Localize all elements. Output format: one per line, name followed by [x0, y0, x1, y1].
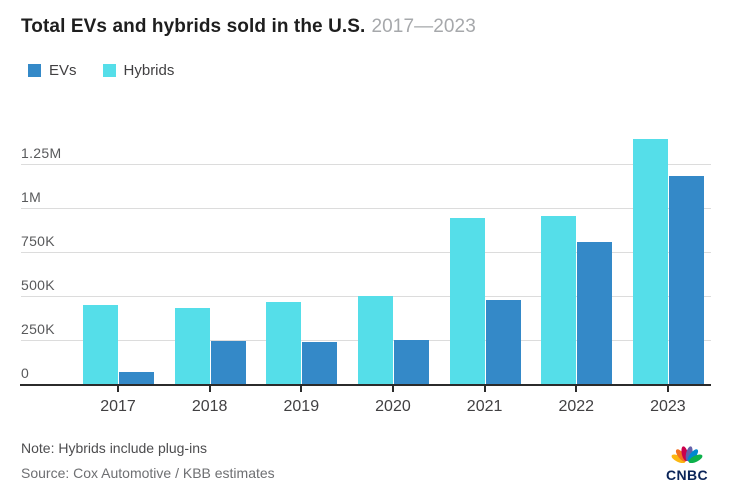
legend: EVs Hybrids: [28, 62, 174, 79]
cnbc-logo: CNBC: [662, 444, 712, 483]
legend-label-evs: EVs: [49, 62, 77, 79]
bar-hybrids-2021: [449, 217, 485, 385]
legend-item-evs: EVs: [28, 62, 77, 79]
bar-evs-2019: [302, 341, 338, 385]
x-tick-2020: [391, 386, 394, 392]
y-axis-label-750K: 750K: [21, 233, 55, 249]
y-axis-label-500K: 500K: [21, 277, 55, 293]
chart-header: Total EVs and hybrids sold in the U.S. 20…: [21, 16, 476, 38]
x-tick-2023: [666, 386, 669, 392]
y-axis-label-1.25M: 1.25M: [21, 145, 62, 161]
bar-hybrids-2023: [632, 138, 668, 385]
bar-hybrids-2019: [266, 302, 302, 385]
bar-evs-2017: [119, 371, 154, 385]
bar-evs-2020: [393, 340, 429, 385]
evs-color-swatch: [28, 64, 41, 77]
legend-label-hybrids: Hybrids: [123, 62, 175, 79]
hybrids-color-swatch: [102, 64, 116, 77]
bar-hybrids-2020: [357, 296, 393, 385]
bar-evs-2022: [577, 242, 613, 385]
y-axis-label-0: 0: [21, 365, 30, 381]
x-tick-2021: [483, 386, 486, 392]
gridline-750K: [21, 252, 711, 253]
chart-source: Source: Cox Automotive / KBB estimates: [21, 465, 275, 481]
cnbc-peacock-icon: [670, 446, 704, 467]
x-axis-label-2017: 2017: [100, 398, 136, 415]
legend-item-hybrids: Hybrids: [102, 62, 175, 79]
bar-hybrids-2018: [174, 307, 210, 385]
bar-hybrids-2022: [541, 216, 577, 385]
x-axis-label-2023: 2023: [650, 398, 686, 415]
bar-hybrids-2017: [83, 304, 118, 385]
x-tick-2018: [208, 386, 211, 392]
x-axis-label-2021: 2021: [466, 398, 503, 415]
cnbc-logo-text: CNBC: [665, 467, 709, 483]
x-axis-label-2022: 2022: [558, 398, 595, 415]
x-tick-2017: [117, 386, 119, 392]
chart-title: Total EVs and hybrids sold in the U.S.: [21, 16, 366, 37]
x-axis-label-2020: 2020: [375, 398, 411, 415]
x-axis-line: [20, 384, 711, 386]
gridline-1.25M: [21, 164, 711, 165]
bar-evs-2023: [668, 176, 704, 385]
x-axis-label-2019: 2019: [283, 398, 320, 415]
y-axis-label-250K: 250K: [21, 321, 55, 337]
bar-evs-2018: [210, 341, 246, 385]
x-axis-label-2018: 2018: [191, 398, 228, 415]
chart-note: Note: Hybrids include plug-ins: [21, 440, 207, 456]
x-tick-2022: [575, 386, 578, 392]
gridline-1M: [21, 208, 711, 209]
chart-subtitle: 2017—2023: [371, 16, 476, 37]
y-axis-label-1M: 1M: [21, 189, 42, 205]
x-tick-2019: [300, 386, 303, 392]
bar-evs-2021: [485, 299, 521, 385]
